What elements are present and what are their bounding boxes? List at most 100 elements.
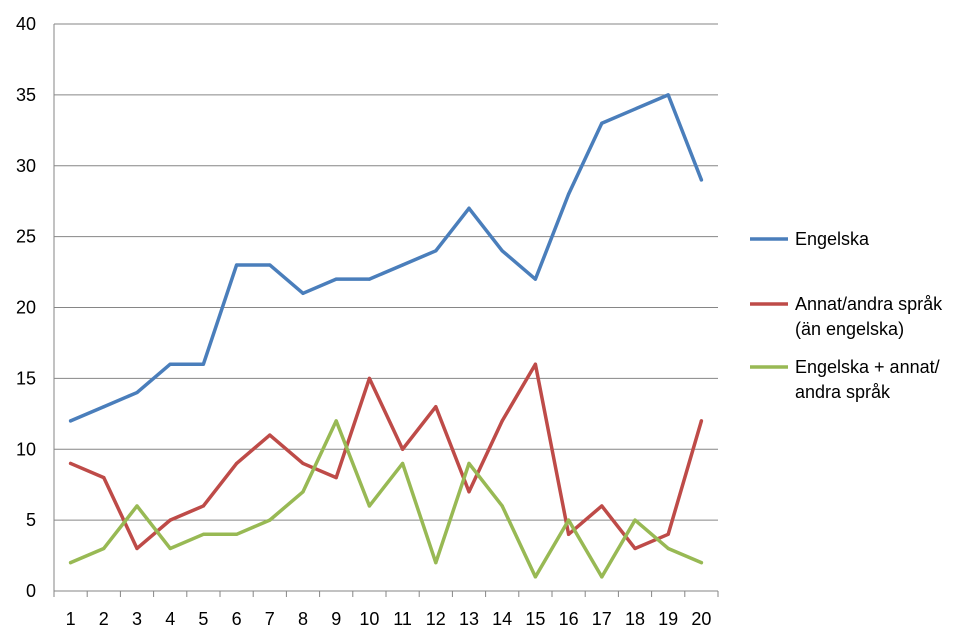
data-point — [268, 433, 272, 437]
data-point — [401, 263, 405, 267]
data-point — [235, 532, 239, 536]
y-tick-label: 30 — [16, 156, 36, 176]
legend-label: (än engelska) — [795, 319, 904, 339]
data-point — [467, 206, 471, 210]
x-tick-label: 1 — [66, 609, 76, 629]
x-tick-label: 6 — [232, 609, 242, 629]
x-tick-label: 12 — [426, 609, 446, 629]
x-tick-label: 15 — [525, 609, 545, 629]
data-point — [168, 546, 172, 551]
data-point — [102, 476, 106, 480]
data-point — [69, 461, 73, 466]
x-tick-label: 14 — [492, 609, 512, 629]
legend-label: Annat/andra språk — [795, 294, 943, 314]
x-tick-label: 16 — [559, 609, 579, 629]
x-tick-labels: 1 2 3 4 5 6 7 8 9 10 11 12 13 14 15 16 17 18 19 20 — [66, 609, 712, 629]
data-point — [467, 461, 471, 466]
data-point — [533, 575, 538, 579]
data-point — [102, 405, 106, 409]
y-tick-label: 25 — [16, 227, 36, 247]
data-point — [201, 504, 205, 508]
data-point — [699, 419, 704, 423]
axes — [53, 24, 719, 597]
legend-label: Engelska + annat/ — [795, 357, 940, 377]
data-point — [367, 277, 371, 281]
data-point — [69, 561, 73, 565]
gridlines — [54, 23, 718, 521]
data-point — [666, 93, 670, 97]
data-point — [567, 518, 571, 522]
y-tick-label: 5 — [26, 510, 36, 530]
data-point — [69, 419, 73, 423]
data-point — [301, 291, 305, 295]
y-tick-label: 0 — [26, 581, 36, 601]
series-line-1 — [68, 93, 704, 423]
data-point — [434, 561, 438, 565]
x-tick-label: 7 — [265, 609, 275, 629]
data-point — [600, 504, 604, 508]
data-point — [401, 461, 405, 466]
data-point — [666, 546, 670, 551]
x-tick-label: 4 — [165, 609, 175, 629]
data-point — [666, 532, 670, 536]
y-tick-label: 10 — [16, 439, 36, 459]
data-point — [201, 362, 205, 366]
data-point — [533, 277, 538, 281]
x-tick-label: 10 — [359, 609, 379, 629]
y-tick-label: 35 — [16, 85, 36, 105]
data-point — [699, 561, 704, 565]
x-tick-label: 3 — [132, 609, 142, 629]
data-point — [268, 518, 272, 522]
series-line-2 — [68, 362, 704, 551]
data-point — [434, 249, 438, 253]
data-point — [633, 518, 637, 522]
data-point — [533, 362, 538, 366]
x-tick-label: 20 — [691, 609, 711, 629]
data-point — [367, 504, 371, 508]
x-tick-label: 13 — [459, 609, 479, 629]
legend-label: andra språk — [795, 382, 891, 402]
x-tick-label: 9 — [331, 609, 341, 629]
data-point — [301, 461, 305, 466]
data-point — [600, 121, 604, 125]
data-point — [268, 263, 272, 267]
x-tick-label: 2 — [99, 609, 109, 629]
data-point — [135, 390, 139, 395]
data-point — [567, 192, 571, 196]
y-tick-label: 15 — [16, 368, 36, 388]
x-tick-label: 5 — [198, 609, 208, 629]
data-point — [301, 490, 305, 494]
data-point — [235, 263, 239, 267]
data-point — [334, 476, 338, 480]
data-point — [135, 504, 139, 508]
y-tick-labels: 0 5 10 15 20 25 30 35 40 — [16, 14, 36, 601]
data-point — [567, 532, 571, 536]
y-tick-label: 20 — [16, 298, 36, 318]
x-tick-label: 18 — [625, 609, 645, 629]
data-point — [102, 546, 106, 551]
data-point — [168, 362, 172, 366]
data-point — [500, 419, 504, 423]
data-point — [434, 405, 438, 409]
data-point — [600, 575, 604, 579]
data-point — [334, 419, 338, 423]
x-tick-label: 11 — [393, 609, 412, 629]
data-point — [168, 518, 172, 522]
data-point — [633, 546, 637, 551]
y-tick-label: 40 — [16, 14, 36, 34]
data-point — [401, 447, 405, 451]
data-point — [500, 504, 504, 508]
data-point — [467, 490, 471, 494]
data-point — [135, 546, 139, 551]
data-point — [334, 277, 338, 281]
data-point — [633, 107, 637, 111]
data-point — [367, 376, 371, 380]
series-line-3 — [68, 419, 704, 579]
x-tick-label: 8 — [298, 609, 308, 629]
x-tick-label: 17 — [592, 609, 612, 629]
data-point — [235, 461, 239, 466]
legend: Engelska Annat/andra språk (än engelska) En… — [750, 229, 943, 402]
x-tick-label: 19 — [658, 609, 678, 629]
